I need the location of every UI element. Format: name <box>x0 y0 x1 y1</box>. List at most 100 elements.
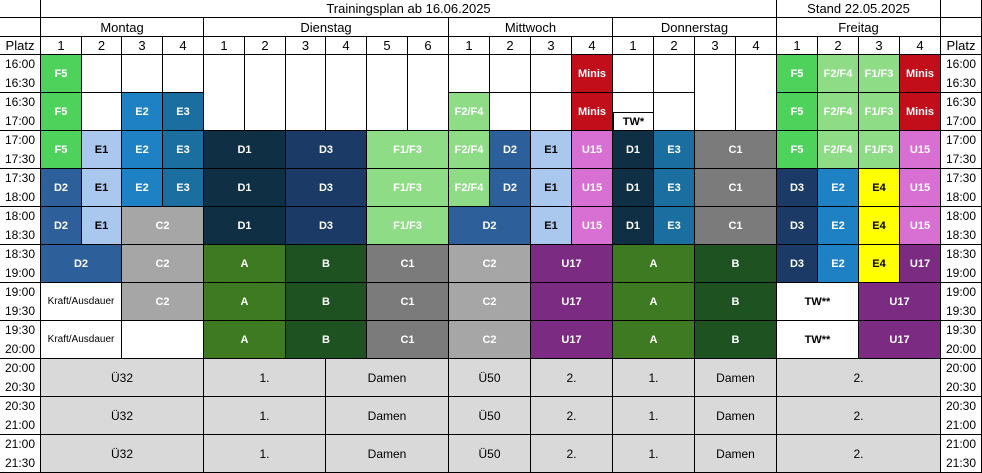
time-label-left: 20:30 21:00 <box>0 397 41 435</box>
evening-slot: Ü50 <box>449 359 531 397</box>
schedule-slot-a: A <box>204 321 286 359</box>
schedule-slot-d1: D1 <box>613 131 654 169</box>
time-end: 18:30 <box>945 227 977 242</box>
schedule-slot-f2-f4: F2/F4 <box>449 93 490 131</box>
court-number: 1 <box>204 37 245 55</box>
time-label-left: 19:30 20:00 <box>0 321 41 359</box>
schedule-slot-a: A <box>613 245 695 283</box>
day-header-freitag: Freitag <box>777 18 941 37</box>
schedule-slot-e1: E1 <box>82 207 122 245</box>
schedule-slot-empty <box>408 55 449 131</box>
schedule-slot-empty <box>449 55 490 93</box>
schedule-slot-empty <box>613 55 654 93</box>
schedule-slot-e3: E3 <box>654 131 695 169</box>
schedule-slot-empty <box>286 55 326 131</box>
time-end: 17:00 <box>4 113 36 128</box>
schedule-slot-e1: E1 <box>82 169 122 207</box>
schedule-slot-d2: D2 <box>41 169 82 207</box>
schedule-slot-e2: E2 <box>122 131 163 169</box>
schedule-slot-empty <box>490 55 531 93</box>
time-start: 16:00 <box>945 57 977 72</box>
schedule-slot-tw-: TW** <box>777 283 859 321</box>
evening-slot: Ü32 <box>41 435 204 473</box>
day-header-montag: Montag <box>41 18 204 37</box>
time-end: 19:00 <box>4 265 36 280</box>
day-right-corner <box>941 18 982 37</box>
schedule-slot-e4: E4 <box>859 169 900 207</box>
schedule-slot-f1-f3: F1/F3 <box>367 169 449 207</box>
time-label-right: 20:30 21:00 <box>941 397 982 435</box>
schedule-slot-empty <box>490 93 531 131</box>
court-number: 4 <box>572 37 613 55</box>
schedule-slot-d1: D1 <box>204 207 286 245</box>
time-end: 21:00 <box>4 417 36 432</box>
time-label-left: 18:30 19:00 <box>0 245 41 283</box>
schedule-slot-f1-f3: F1/F3 <box>859 93 900 131</box>
evening-slot: Ü50 <box>449 397 531 435</box>
schedule-slot-e1: E1 <box>531 207 572 245</box>
time-label-left: 20:00 20:30 <box>0 359 41 397</box>
time-label-left: 19:00 19:30 <box>0 283 41 321</box>
tw-note: TW* <box>613 112 654 131</box>
evening-slot: 2. <box>777 397 941 435</box>
schedule-slot-d1: D1 <box>613 207 654 245</box>
schedule-slot-empty <box>326 55 367 131</box>
time-end: 18:30 <box>4 227 36 242</box>
time-end: 21:30 <box>4 455 36 470</box>
time-end: 20:30 <box>945 379 977 394</box>
time-end: 19:30 <box>945 303 977 318</box>
schedule-slot-a: A <box>204 245 286 283</box>
evening-slot: 2. <box>531 435 613 473</box>
schedule-slot-f1-f3: F1/F3 <box>367 131 449 169</box>
schedule-slot-empty <box>82 55 122 93</box>
schedule-slot-u17: U17 <box>859 321 941 359</box>
schedule-slot-b: B <box>695 283 777 321</box>
time-start: 17:00 <box>4 133 36 148</box>
schedule-slot-u15: U15 <box>572 169 613 207</box>
schedule-slot-u15: U15 <box>900 169 941 207</box>
schedule-slot-empty <box>654 93 695 131</box>
schedule-slot-tw-: TW** <box>777 321 859 359</box>
schedule-slot-e2: E2 <box>818 245 859 283</box>
time-label-right: 20:00 20:30 <box>941 359 982 397</box>
schedule-slot-e3: E3 <box>163 169 204 207</box>
schedule-slot-c1: C1 <box>367 245 449 283</box>
day-left-corner <box>0 18 41 37</box>
evening-slot: 2. <box>777 359 941 397</box>
schedule-slot-minis: Minis <box>900 93 941 131</box>
schedule-slot-d3: D3 <box>286 207 367 245</box>
time-end: 21:30 <box>945 455 977 470</box>
schedule-slot-u17: U17 <box>531 245 613 283</box>
court-number: 3 <box>531 37 572 55</box>
day-header-donnerstag: Donnerstag <box>613 18 777 37</box>
time-label-right: 19:00 19:30 <box>941 283 982 321</box>
schedule-slot-d2: D2 <box>41 207 82 245</box>
time-label-left: 17:30 18:00 <box>0 169 41 207</box>
schedule-slot-minis: Minis <box>900 55 941 93</box>
schedule-slot-b: B <box>695 245 777 283</box>
schedule-slot-kraft-ausdauer: Kraft/Ausdauer <box>41 321 122 359</box>
schedule-slot-c2: C2 <box>449 321 531 359</box>
schedule-slot-c1: C1 <box>695 131 777 169</box>
day-header-mittwoch: Mittwoch <box>449 18 613 37</box>
evening-slot: 2. <box>531 359 613 397</box>
schedule-slot-e3: E3 <box>654 207 695 245</box>
schedule-slot-empty <box>82 93 122 131</box>
schedule-slot-f1-f3: F1/F3 <box>859 55 900 93</box>
time-start: 18:30 <box>4 247 36 262</box>
schedule-slot-c1: C1 <box>695 169 777 207</box>
court-number: 1 <box>777 37 818 55</box>
time-start: 20:00 <box>4 361 36 376</box>
time-start: 17:00 <box>945 133 977 148</box>
schedule-slot-a: A <box>204 283 286 321</box>
court-number: 2 <box>82 37 122 55</box>
platz-label-right: Platz <box>941 37 982 55</box>
schedule-slot-e3: E3 <box>654 169 695 207</box>
time-label-right: 17:00 17:30 <box>941 131 982 169</box>
time-start: 16:30 <box>4 95 36 110</box>
schedule-slot-d2: D2 <box>490 169 531 207</box>
evening-slot: Damen <box>695 397 777 435</box>
schedule-slot-empty <box>122 321 204 359</box>
time-end: 21:00 <box>945 417 977 432</box>
